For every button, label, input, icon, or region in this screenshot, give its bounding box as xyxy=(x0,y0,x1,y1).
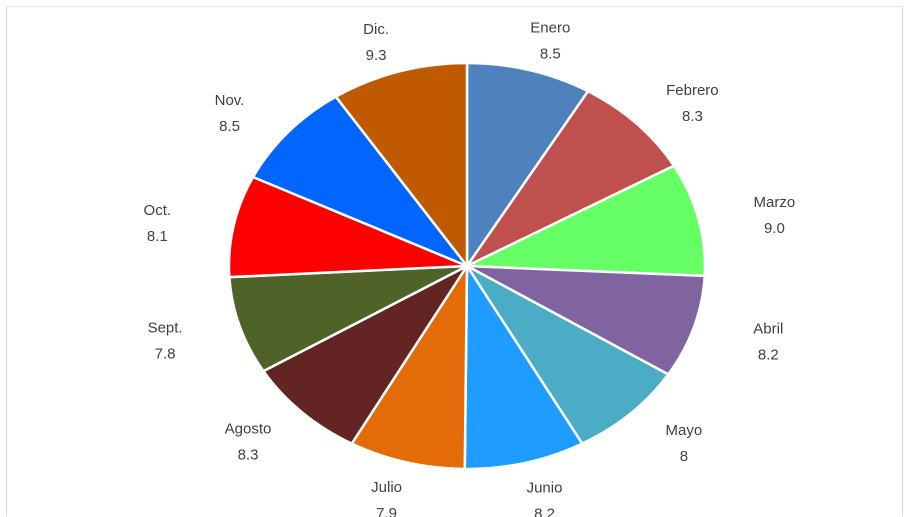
pie-slices xyxy=(227,61,707,471)
category-label: Abril xyxy=(753,321,783,338)
value-label: 8 xyxy=(680,448,688,465)
pie-slice-agosto xyxy=(262,264,469,445)
pie-slice-nov xyxy=(251,95,469,268)
category-label: Marzo xyxy=(754,194,796,211)
slice-label-nov: Nov. 8.5 xyxy=(215,92,245,135)
pie-slice-abril xyxy=(465,264,706,376)
value-label: 8.5 xyxy=(540,45,561,62)
category-label: Mayo xyxy=(666,422,703,439)
pie-slice-marzo xyxy=(465,164,707,278)
category-label: Julio xyxy=(371,479,402,496)
chart-frame: Enero 8.5 Febrero 8.3 Marzo 9.0 Abril 8.2 Mayo 8 J… xyxy=(6,6,903,517)
slice-label-junio: Junio 8.2 xyxy=(527,480,563,517)
category-label: Febrero xyxy=(666,82,719,99)
value-label: 8.3 xyxy=(682,108,703,125)
pie-slice-junio xyxy=(463,264,584,471)
value-label: 9.0 xyxy=(764,220,785,237)
pie-slice-oct xyxy=(227,175,469,279)
value-label: 8.2 xyxy=(758,347,779,364)
slice-label-oct: Oct. 8.1 xyxy=(144,202,172,245)
value-label: 7.9 xyxy=(376,505,397,517)
category-label: Junio xyxy=(527,480,563,497)
slice-label-sept: Sept. 7.8 xyxy=(148,319,183,362)
slice-label-enero: Enero 8.5 xyxy=(530,19,570,62)
category-label: Dic. xyxy=(363,21,389,38)
value-label: 7.8 xyxy=(155,345,176,362)
slice-label-julio: Julio 7.9 xyxy=(371,479,402,517)
value-label: 8.3 xyxy=(238,447,259,464)
value-label: 8.5 xyxy=(219,118,240,135)
pie-slice-febrero xyxy=(465,89,676,268)
category-label: Oct. xyxy=(144,202,172,219)
value-label: 8.2 xyxy=(534,506,555,517)
slice-label-dic: Dic. 9.3 xyxy=(363,21,389,64)
category-label: Sept. xyxy=(148,319,183,336)
slice-label-mayo: Mayo 8 xyxy=(666,422,703,465)
slice-label-febrero: Febrero 8.3 xyxy=(666,82,719,125)
pie-slice-enero xyxy=(465,61,590,268)
slice-label-abril: Abril 8.2 xyxy=(753,321,783,364)
value-label: 8.1 xyxy=(147,228,168,245)
pie-slice-dic xyxy=(334,61,469,268)
category-label: Nov. xyxy=(215,92,245,109)
pie-labels: Enero 8.5 Febrero 8.3 Marzo 9.0 Abril 8.2 Mayo 8 J… xyxy=(144,19,796,517)
slice-label-agosto: Agosto 8.3 xyxy=(225,421,272,464)
pie-slice-julio xyxy=(350,264,469,471)
slice-label-marzo: Marzo 9.0 xyxy=(754,194,796,237)
pie-chart: Enero 8.5 Febrero 8.3 Marzo 9.0 Abril 8.2 Mayo 8 J… xyxy=(144,19,796,517)
value-label: 9.3 xyxy=(366,47,387,64)
pie-slice-sept xyxy=(228,264,469,373)
category-label: Enero xyxy=(530,19,570,36)
category-label: Agosto xyxy=(225,421,272,438)
pie-slice-mayo xyxy=(465,264,670,445)
